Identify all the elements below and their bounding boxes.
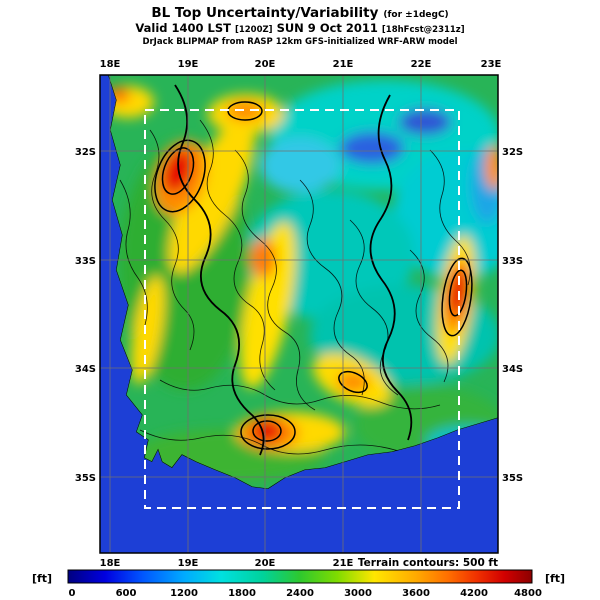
colorbar-tick: 1200	[170, 588, 198, 599]
colorbar-tick: 3600	[402, 588, 430, 599]
y-tick-left: 32S	[75, 147, 96, 158]
x-tick-bottom: 19E	[178, 558, 199, 569]
colorbar-tick: 1800	[228, 588, 256, 599]
field-blobs	[108, 80, 498, 481]
colorbar-tick: 3000	[344, 588, 372, 599]
valid-date: SUN 9 Oct 2011	[277, 21, 378, 35]
y-tick-right: 33S	[502, 256, 523, 267]
x-axis-bottom: 18E 19E 20E 21E Terrain contours: 500 ft	[100, 557, 498, 569]
colorbar-unit-right: [ft]	[545, 572, 565, 585]
y-axis-left: 32S 33S 34S 35S	[75, 147, 96, 484]
x-tick-bottom: 18E	[100, 558, 121, 569]
y-tick-left: 33S	[75, 256, 96, 267]
page-title: BL Top Uncertainty/Variability (for ±1deg…	[151, 5, 448, 21]
colorbar-tick: 4800	[514, 588, 542, 599]
terrain-contours-note: Terrain contours: 500 ft	[358, 557, 498, 569]
inner-domain-box	[144, 109, 460, 509]
x-tick-top: 22E	[411, 59, 432, 70]
terrain-contours	[119, 119, 471, 455]
y-tick-right: 32S	[502, 147, 523, 158]
valid-fcst: [18hFcst@2311z]	[382, 25, 465, 35]
valid-zulu: [1200Z]	[235, 25, 273, 35]
y-tick-right: 35S	[502, 473, 523, 484]
x-tick-top: 18E	[100, 59, 121, 70]
contour-loops	[154, 101, 473, 450]
x-axis-top: 18E 19E 20E 21E 22E 23E	[100, 59, 502, 70]
map-frame	[99, 74, 499, 554]
colorbar-tick: 600	[116, 588, 137, 599]
y-tick-left: 34S	[75, 364, 96, 375]
title-main: BL Top Uncertainty/Variability	[151, 5, 378, 21]
x-tick-top: 20E	[255, 59, 276, 70]
title-qualifier: (for ±1degC)	[383, 10, 448, 20]
colorbar-tick: 2400	[286, 588, 314, 599]
colorbar-tick: 0	[69, 588, 76, 599]
y-tick-right: 34S	[502, 364, 523, 375]
colorbar-gradient	[67, 569, 533, 584]
colorbar-ticks: 0 600 1200 1800 2400 3000 3600 4200 4800	[69, 588, 542, 599]
colorbar-tick: 4200	[460, 588, 488, 599]
colorbar: [ft] [ft] 0 600 1200 1800 2400 3000 3600…	[32, 569, 565, 599]
map-plot	[99, 74, 499, 554]
x-tick-bottom: 20E	[255, 558, 276, 569]
model-credit: DrJack BLIPMAP from RASP 12km GFS-initia…	[142, 37, 457, 47]
x-tick-top: 23E	[481, 59, 502, 70]
colorbar-unit-left: [ft]	[32, 572, 52, 585]
y-tick-left: 35S	[75, 473, 96, 484]
valid-time-line: Valid 1400 LST [1200Z] SUN 9 Oct 2011 [18hF…	[135, 21, 464, 35]
bold-contours	[174, 84, 413, 456]
x-tick-top: 19E	[178, 59, 199, 70]
y-axis-right: 32S 33S 34S 35S	[502, 147, 523, 484]
valid-label: Valid 1400 LST	[135, 21, 231, 35]
latlon-grid	[100, 75, 498, 553]
x-tick-bottom: 21E	[333, 558, 354, 569]
land-field	[108, 75, 498, 489]
x-tick-top: 21E	[333, 59, 354, 70]
